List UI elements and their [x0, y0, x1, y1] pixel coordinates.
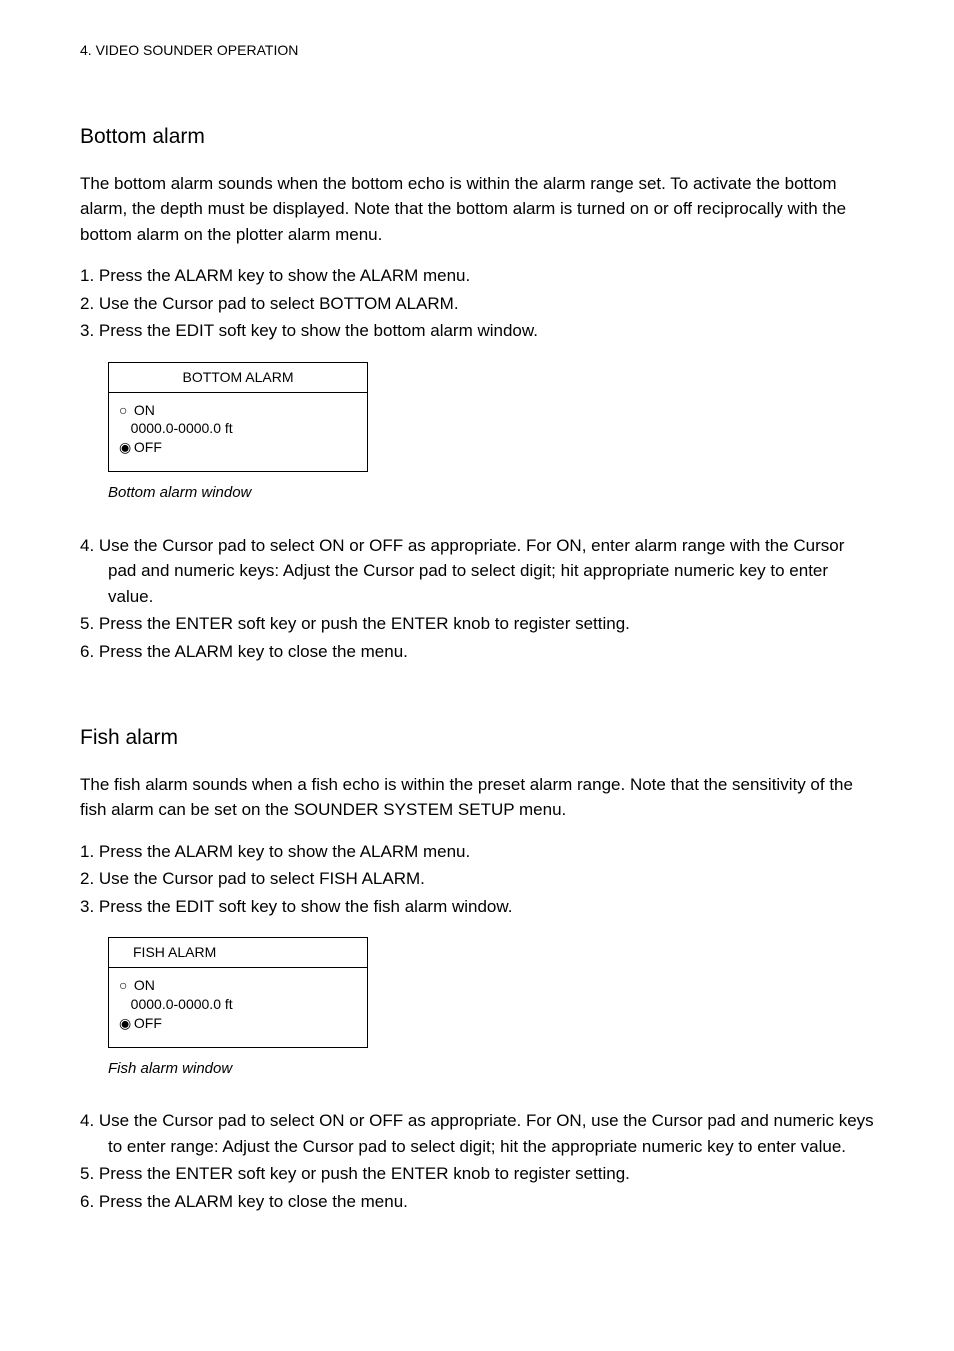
- list-item: 1. Press the ALARM key to show the ALARM…: [80, 263, 874, 289]
- list-item: 4. Use the Cursor pad to select ON or OF…: [80, 533, 874, 610]
- list-item: 3. Press the EDIT soft key to show the f…: [80, 894, 874, 920]
- list-item: 2. Use the Cursor pad to select BOTTOM A…: [80, 291, 874, 317]
- box-title: FISH ALARM: [109, 938, 367, 968]
- box-on-label: ON: [134, 402, 155, 418]
- bottom-steps-a: 1. Press the ALARM key to show the ALARM…: [80, 263, 874, 344]
- box-range-value: 0000.0-0000.0 ft: [131, 996, 233, 1012]
- box-range-value: 0000.0-0000.0 ft: [131, 420, 233, 436]
- list-item: 1. Press the ALARM key to show the ALARM…: [80, 839, 874, 865]
- radio-open-icon: ○: [119, 401, 130, 420]
- box-row-off: ◉ OFF: [119, 438, 357, 457]
- box-on-label: ON: [134, 977, 155, 993]
- box-row-range: 0000.0-0000.0 ft: [119, 419, 357, 438]
- list-item: 5. Press the ENTER soft key or push the …: [80, 1161, 874, 1187]
- list-item: 6. Press the ALARM key to close the menu…: [80, 639, 874, 665]
- fish-alarm-box: FISH ALARM ○ ON 0000.0-0000.0 ft ◉ OFF: [108, 937, 368, 1048]
- fish-box-caption: Fish alarm window: [108, 1058, 874, 1081]
- radio-selected-icon: ◉: [119, 1014, 130, 1033]
- box-off-label: OFF: [134, 439, 162, 455]
- box-row-on: ○ ON: [119, 401, 357, 420]
- list-item: 6. Press the ALARM key to close the menu…: [80, 1189, 874, 1215]
- box-row-range: 0000.0-0000.0 ft: [119, 995, 357, 1014]
- radio-selected-icon: ◉: [119, 438, 130, 457]
- section-title-fish: Fish alarm: [80, 722, 874, 754]
- fish-steps-a: 1. Press the ALARM key to show the ALARM…: [80, 839, 874, 920]
- box-off-label: OFF: [134, 1015, 162, 1031]
- box-body: ○ ON 0000.0-0000.0 ft ◉ OFF: [109, 393, 367, 472]
- box-row-off: ◉ OFF: [119, 1014, 357, 1033]
- radio-open-icon: ○: [119, 976, 130, 995]
- bottom-alarm-box: BOTTOM ALARM ○ ON 0000.0-0000.0 ft ◉ OFF: [108, 362, 368, 473]
- list-item: 3. Press the EDIT soft key to show the b…: [80, 318, 874, 344]
- list-item: 5. Press the ENTER soft key or push the …: [80, 611, 874, 637]
- section-title-bottom: Bottom alarm: [80, 121, 874, 153]
- list-item: 2. Use the Cursor pad to select FISH ALA…: [80, 866, 874, 892]
- list-item: 4. Use the Cursor pad to select ON or OF…: [80, 1108, 874, 1159]
- bottom-intro: The bottom alarm sounds when the bottom …: [80, 171, 874, 248]
- box-title: BOTTOM ALARM: [109, 363, 367, 393]
- fish-intro: The fish alarm sounds when a fish echo i…: [80, 772, 874, 823]
- bottom-box-caption: Bottom alarm window: [108, 482, 874, 505]
- bottom-steps-b: 4. Use the Cursor pad to select ON or OF…: [80, 533, 874, 665]
- fish-steps-b: 4. Use the Cursor pad to select ON or OF…: [80, 1108, 874, 1214]
- box-row-on: ○ ON: [119, 976, 357, 995]
- page-header: 4. VIDEO SOUNDER OPERATION: [80, 40, 874, 61]
- box-body: ○ ON 0000.0-0000.0 ft ◉ OFF: [109, 968, 367, 1047]
